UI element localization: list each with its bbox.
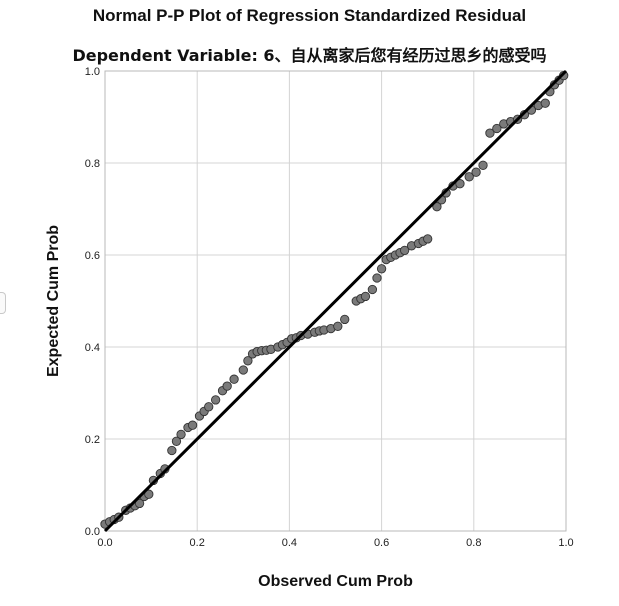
- x-tick-label: 0.0: [97, 537, 112, 549]
- data-point: [464, 172, 474, 182]
- data-point: [432, 202, 442, 212]
- y-tick-label: 0.0: [85, 526, 100, 538]
- data-point: [340, 314, 350, 325]
- data-point: [243, 356, 253, 366]
- x-tick-label: 0.4: [282, 537, 297, 549]
- x-tick-label: 1.0: [558, 537, 573, 549]
- data-point: [399, 245, 410, 256]
- x-tick-label: 0.6: [374, 537, 389, 549]
- data-point: [210, 395, 221, 405]
- data-point: [376, 264, 387, 274]
- y-axis-ticks: 0.0 0.2 0.4 0.6 0.8 1.0: [85, 66, 100, 538]
- data-point: [485, 128, 495, 138]
- data-point: [187, 420, 198, 430]
- chart-title: Normal P-P Plot of Regression Standardiz…: [92, 6, 527, 25]
- data-point: [540, 98, 550, 108]
- data-point: [360, 291, 371, 302]
- reference-line: [103, 69, 568, 533]
- y-axis-label: Expected Cum Prob: [45, 225, 62, 377]
- data-point: [176, 429, 186, 440]
- y-tick-label: 1.0: [85, 66, 100, 78]
- data-point: [229, 374, 239, 384]
- scroll-handle[interactable]: [0, 292, 6, 314]
- x-axis-ticks: 0.0 0.2 0.4 0.6 0.8 1.0: [97, 537, 573, 549]
- data-point: [372, 273, 382, 283]
- y-tick-label: 0.8: [85, 158, 100, 170]
- x-tick-label: 0.8: [466, 537, 481, 549]
- chart-subtitle: Dependent Variable: 6、自从离家后您有经历过思乡的感受吗: [72, 46, 547, 65]
- data-point: [167, 445, 177, 456]
- data-point: [455, 179, 465, 189]
- data-point: [333, 321, 343, 331]
- data-point: [144, 489, 154, 499]
- data-point: [238, 365, 248, 375]
- plot-frame: [104, 70, 567, 532]
- data-point: [222, 381, 232, 391]
- x-axis-label: Observed Cum Prob: [258, 573, 413, 590]
- data-point: [478, 160, 488, 170]
- y-tick-label: 0.2: [85, 434, 100, 446]
- x-tick-label: 0.2: [190, 537, 205, 549]
- y-tick-label: 0.4: [85, 342, 100, 354]
- data-point: [134, 498, 145, 509]
- data-point: [367, 284, 378, 295]
- data-point: [492, 123, 502, 134]
- data-point: [423, 234, 433, 244]
- data-point: [204, 402, 214, 412]
- data-point: [471, 167, 481, 177]
- data-point: [171, 436, 182, 446]
- y-tick-label: 0.6: [85, 250, 100, 262]
